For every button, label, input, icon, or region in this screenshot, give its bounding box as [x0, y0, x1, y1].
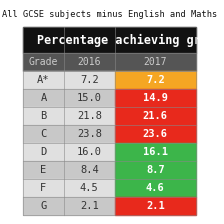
Text: 21.8: 21.8 [77, 111, 102, 121]
Bar [115, 143, 196, 161]
Text: 7.2: 7.2 [146, 75, 165, 85]
Text: B: B [40, 111, 47, 121]
Bar [115, 89, 196, 107]
Bar [115, 197, 196, 215]
Bar [64, 71, 115, 89]
Text: 14.9: 14.9 [143, 93, 168, 103]
Bar [23, 53, 196, 71]
Bar [64, 89, 115, 107]
Text: 4.5: 4.5 [80, 183, 99, 193]
Bar [23, 125, 64, 143]
Text: 8.7: 8.7 [146, 165, 165, 175]
Text: 16.1: 16.1 [143, 147, 168, 157]
Bar [23, 197, 64, 215]
Bar [23, 71, 64, 89]
Text: 7.2: 7.2 [80, 75, 99, 85]
Text: 8.4: 8.4 [80, 165, 99, 175]
Text: 16.0: 16.0 [77, 147, 102, 157]
Bar [64, 125, 115, 143]
Bar [23, 107, 64, 125]
Text: 21.6: 21.6 [143, 111, 168, 121]
Text: F: F [40, 183, 47, 193]
Bar [115, 161, 196, 179]
Text: C: C [40, 129, 47, 139]
Text: A: A [40, 93, 47, 103]
Text: All GCSE subjects minus English and Maths: All GCSE subjects minus English and Math… [2, 10, 217, 19]
Text: 23.8: 23.8 [77, 129, 102, 139]
Text: 2016: 2016 [78, 57, 101, 67]
Text: D: D [40, 147, 47, 157]
Text: 4.6: 4.6 [146, 183, 165, 193]
Text: 2.1: 2.1 [146, 201, 165, 211]
Text: 23.6: 23.6 [143, 129, 168, 139]
Bar [115, 107, 196, 125]
Bar [23, 89, 64, 107]
Text: Grade: Grade [29, 57, 58, 67]
Bar [64, 107, 115, 125]
Bar [64, 179, 115, 197]
Bar [115, 71, 196, 89]
Bar [64, 197, 115, 215]
Bar [115, 179, 196, 197]
Bar [23, 179, 64, 197]
Text: E: E [40, 165, 47, 175]
Bar [115, 125, 196, 143]
Bar [23, 161, 64, 179]
Bar [64, 143, 115, 161]
Text: 2017: 2017 [144, 57, 167, 67]
Bar [23, 27, 196, 53]
Text: 2.1: 2.1 [80, 201, 99, 211]
Text: A*: A* [37, 75, 50, 85]
Text: Percentage achieving grade: Percentage achieving grade [37, 33, 222, 47]
Bar [23, 143, 64, 161]
Text: 15.0: 15.0 [77, 93, 102, 103]
Bar [64, 161, 115, 179]
Text: G: G [40, 201, 47, 211]
